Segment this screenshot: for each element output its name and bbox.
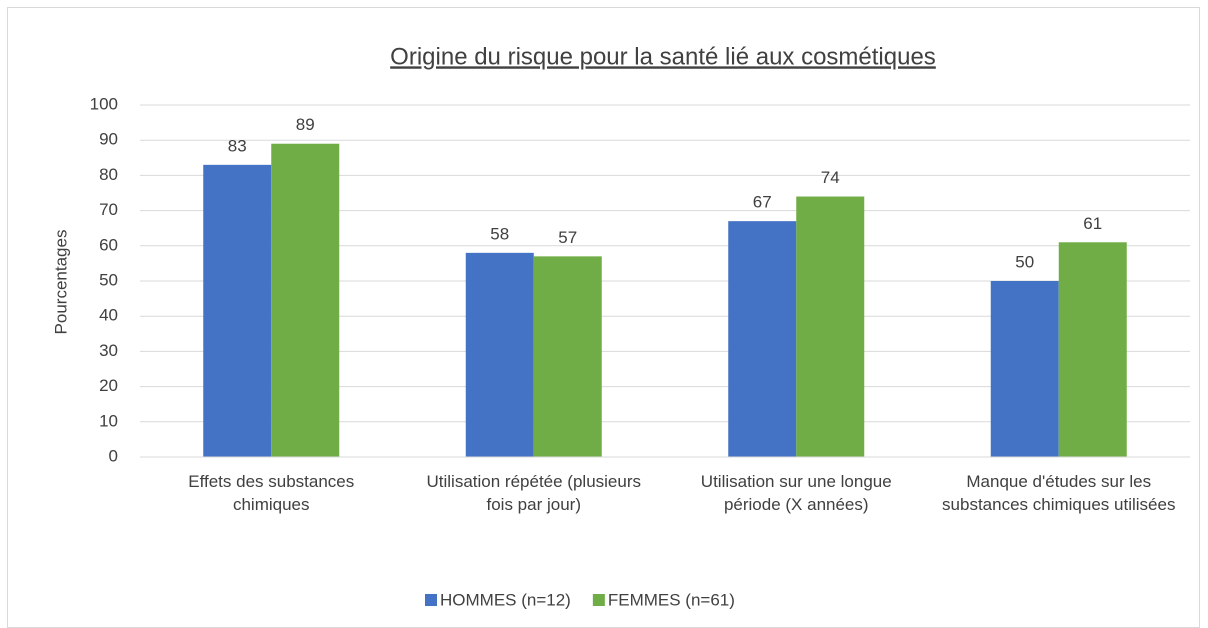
legend-swatch <box>592 594 605 606</box>
legend-label: HOMMES (n=12) <box>440 590 571 609</box>
x-tick-label-box: Effets des substances chimiques <box>188 472 355 514</box>
legend-swatch <box>425 594 437 606</box>
y-tick-label: 60 <box>99 235 118 254</box>
bar <box>203 164 272 457</box>
bar <box>1058 242 1127 457</box>
legend-label: FEMMES (n=61) <box>608 590 735 609</box>
y-tick-label: 50 <box>99 270 118 289</box>
y-tick-label: 40 <box>99 306 118 325</box>
y-axis-label: Pourcentages <box>51 230 70 335</box>
bar <box>533 256 602 457</box>
x-tick-label-box: Utilisation répétée (plusieurs fois par … <box>426 472 642 514</box>
x-tick-label: Manque d'études sur les substances chimi… <box>942 472 1176 514</box>
data-label: 74 <box>821 168 840 187</box>
x-tick-label: Utilisation répétée (plusieurs fois par … <box>426 472 642 514</box>
y-tick-label: 70 <box>99 200 118 219</box>
data-label: 58 <box>490 224 509 243</box>
data-label: 57 <box>558 228 577 247</box>
data-label: 67 <box>753 193 772 212</box>
data-label: 83 <box>228 136 247 155</box>
data-label: 61 <box>1083 214 1102 233</box>
data-label: 50 <box>1015 252 1034 271</box>
y-tick-label: 0 <box>109 446 118 465</box>
bar <box>728 221 797 457</box>
x-tick-label: Utilisation sur une longue période (X an… <box>700 472 892 514</box>
x-tick-label-box: Manque d'études sur les substances chimi… <box>942 472 1176 514</box>
y-tick-label: 10 <box>99 411 118 430</box>
x-tick-label-box: Utilisation sur une longue période (X an… <box>700 472 892 514</box>
data-label: 89 <box>296 115 315 134</box>
y-tick-label: 20 <box>99 376 118 395</box>
y-tick-label: 80 <box>99 165 118 184</box>
bar <box>990 281 1059 457</box>
x-tick-label: Effets des substances chimiques <box>188 472 355 514</box>
bar <box>796 196 865 457</box>
y-tick-label: 30 <box>99 341 118 360</box>
bar <box>465 252 534 457</box>
y-tick-label: 100 <box>90 94 118 113</box>
y-tick-label: 90 <box>99 130 118 149</box>
bar <box>271 143 340 457</box>
chart-title: Origine du risque pour la santé lié aux … <box>390 43 936 70</box>
